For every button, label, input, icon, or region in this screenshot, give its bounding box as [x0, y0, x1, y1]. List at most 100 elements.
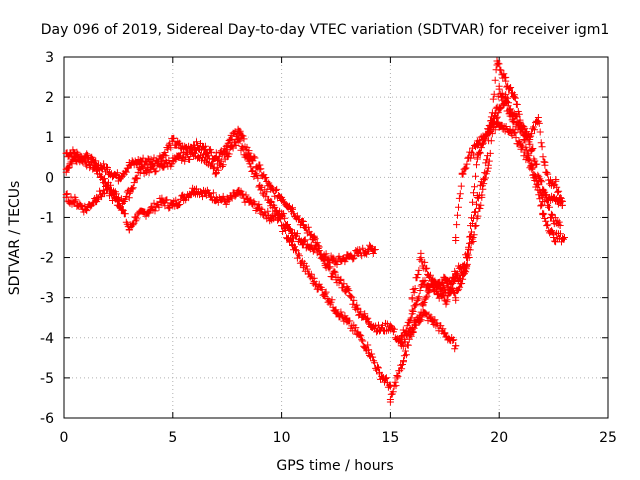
data-point [393, 374, 401, 382]
data-point [354, 330, 362, 338]
data-point [256, 165, 264, 173]
data-point [561, 234, 568, 241]
data-point [534, 117, 542, 125]
data-point [517, 121, 525, 129]
data-point [332, 306, 340, 314]
data-point [354, 306, 362, 314]
data-point [62, 193, 70, 201]
data-point [125, 161, 133, 169]
data-point [289, 242, 296, 249]
data-point [441, 274, 449, 282]
y-tick-label: -4 [40, 331, 54, 347]
data-point [465, 153, 473, 161]
data-point [267, 185, 275, 193]
data-point [147, 165, 155, 173]
data-point [71, 197, 79, 205]
data-point [458, 169, 466, 177]
y-axis-label: SDTVAR / TECUs [7, 181, 23, 296]
data-point [539, 185, 547, 193]
data-point [62, 149, 70, 157]
data-point [234, 137, 242, 145]
data-point [452, 234, 460, 241]
data-point [201, 153, 209, 161]
data-point [104, 185, 111, 193]
data-point [136, 157, 144, 165]
data-point [310, 246, 318, 253]
x-axis-label: GPS time / hours [276, 458, 393, 474]
data-point [419, 302, 427, 310]
x-tick-label: 0 [60, 430, 69, 446]
data-point [93, 161, 101, 169]
data-point [299, 238, 307, 245]
data-point [495, 85, 503, 93]
data-point [408, 294, 416, 302]
data-point [528, 165, 536, 173]
data-point [147, 205, 155, 213]
data-point [234, 189, 242, 197]
data-point [332, 258, 340, 266]
plot-frame [63, 56, 609, 419]
series-track-a [62, 146, 379, 268]
data-point [365, 246, 373, 253]
data-point [289, 205, 296, 213]
y-tick-label: -5 [40, 371, 54, 387]
data-point [502, 77, 510, 85]
x-axis: 0 5 10 15 20 25 [60, 57, 617, 446]
data-point [434, 290, 442, 298]
y-tick-label: 1 [45, 130, 54, 146]
data-point [480, 133, 488, 141]
data-point [191, 149, 199, 157]
data-point [473, 153, 481, 161]
data-point [495, 121, 503, 129]
data-point [528, 145, 536, 153]
data-point [452, 342, 460, 350]
data-point [371, 246, 379, 253]
series-track-f [408, 57, 564, 308]
data-point [556, 222, 564, 229]
data-point [212, 153, 220, 161]
data-point [93, 193, 101, 201]
data-point [386, 398, 394, 406]
data-point [169, 137, 177, 145]
data-point [541, 161, 549, 169]
data-point [408, 310, 416, 318]
y-tick-label: -1 [40, 210, 54, 226]
data-point [510, 93, 518, 101]
data-point [310, 278, 318, 286]
data-point [343, 318, 351, 326]
data-point [169, 201, 177, 209]
data-point [376, 326, 383, 334]
data-point [376, 370, 383, 378]
data-point [539, 209, 547, 217]
data-point [343, 254, 351, 262]
data-point [321, 290, 329, 298]
data-points [62, 57, 568, 406]
data-point [550, 193, 558, 201]
data-point [550, 234, 558, 241]
x-tick-label: 20 [490, 430, 508, 446]
data-point [365, 346, 373, 354]
data-point [441, 330, 449, 338]
data-point [299, 222, 307, 229]
data-point [125, 226, 133, 233]
data-point [158, 161, 166, 169]
data-point [82, 153, 90, 161]
data-point [365, 318, 373, 326]
data-point [223, 149, 231, 157]
data-point [169, 157, 177, 165]
data-point [212, 169, 220, 177]
y-tick-label: 0 [45, 170, 54, 186]
data-point [62, 165, 70, 173]
y-axis: 3 2 1 0 -1 -2 -3 -4 -5 -6 [40, 50, 608, 427]
series-track-c [62, 135, 394, 391]
data-point [517, 141, 525, 149]
data-point [125, 189, 133, 197]
data-point [460, 270, 468, 278]
data-point [212, 193, 220, 201]
data-point [400, 358, 407, 366]
x-tick-label: 10 [273, 430, 291, 446]
data-point [310, 234, 318, 241]
data-point [469, 234, 477, 241]
